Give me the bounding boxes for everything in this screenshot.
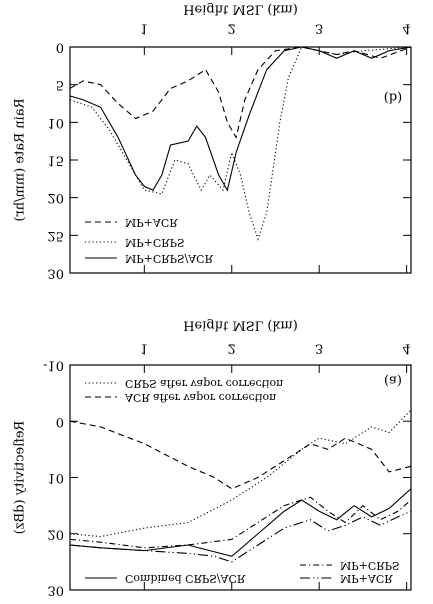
- x-tick-label: 3: [315, 21, 323, 36]
- legend-label: MP+CRPS: [340, 559, 400, 572]
- series-line: [69, 409, 412, 538]
- y-tick-label: 5: [56, 77, 64, 92]
- x-tick-label: 4: [402, 21, 410, 36]
- y-tick-label: 30: [47, 583, 64, 598]
- x-axis-label: Height MSL (km): [183, 318, 298, 333]
- legend-label: MP+CRPS/ACR: [125, 252, 214, 265]
- y-tick-label: 30: [47, 266, 64, 281]
- y-tick-label: 0: [56, 40, 64, 55]
- x-tick-label: 3: [315, 341, 323, 356]
- y-tick-label: 10: [47, 470, 64, 485]
- x-tick-label: 1: [140, 21, 148, 36]
- legend-label: MP+CRPS: [125, 236, 185, 249]
- y-tick-label: -10: [43, 358, 64, 373]
- y-tick-label: 15: [47, 153, 64, 168]
- series-line: [69, 496, 412, 549]
- panel-label: (b): [384, 90, 402, 105]
- panel-label: (a): [384, 373, 402, 388]
- legend-label: ACR after vapor correction: [124, 391, 276, 404]
- y-tick-label: 20: [47, 526, 64, 541]
- y-axis-label: Reflectivity (dBz): [13, 421, 28, 535]
- y-tick-label: 25: [47, 228, 64, 243]
- y-axis-label: Rain Rate (mm/hr): [13, 98, 28, 221]
- plot-frame: [69, 46, 412, 274]
- legend-label: CRPS after vapor correction: [125, 377, 283, 390]
- plot-frame: [69, 364, 412, 591]
- legend-label: Combined CRPS/ACR: [125, 572, 246, 585]
- series-line: [69, 510, 412, 563]
- legend-label: MP+ACR: [340, 572, 393, 585]
- x-tick-label: 2: [228, 341, 236, 356]
- series-line: [69, 46, 412, 139]
- y-tick-label: 20: [47, 190, 64, 205]
- y-tick-label: 0: [56, 414, 64, 429]
- y-tick-label: 10: [47, 115, 64, 130]
- x-axis-label: Height MSL (km): [183, 2, 298, 17]
- x-tick-label: 4: [402, 341, 410, 356]
- x-tick-label: 2: [228, 21, 236, 36]
- x-tick-label: 1: [140, 341, 148, 356]
- legend-label: MP+ACR: [125, 216, 178, 229]
- series-line: [69, 488, 412, 557]
- series-line: [69, 420, 412, 490]
